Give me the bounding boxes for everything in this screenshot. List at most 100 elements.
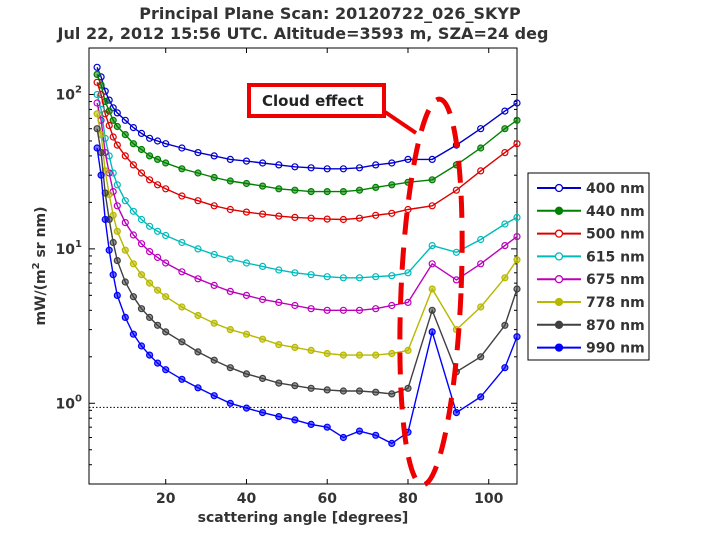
data-point [339, 306, 347, 314]
data-point [355, 164, 364, 172]
data-point [121, 131, 129, 139]
data-point [242, 208, 251, 216]
data-point [146, 279, 154, 287]
data-point [137, 271, 146, 279]
data-point [154, 181, 162, 189]
data-point [291, 163, 299, 171]
data-point [513, 140, 521, 148]
data-point [339, 351, 347, 359]
data-point [291, 416, 299, 424]
data-point [452, 409, 460, 417]
x-tick-label: 40 [237, 491, 257, 507]
data-point [154, 253, 162, 261]
legend-label: 400 nm [586, 181, 645, 197]
data-point [339, 433, 347, 442]
data-point [146, 152, 154, 160]
data-point [109, 238, 117, 247]
data-point [388, 181, 396, 189]
data-point [307, 384, 315, 392]
data-point [501, 107, 509, 115]
data-point [275, 185, 283, 193]
legend-item: 440 nm [537, 204, 645, 220]
data-point [146, 222, 154, 230]
cloud-effect-ellipse [397, 96, 465, 488]
data-point [404, 298, 412, 306]
data-point [226, 255, 234, 263]
data-point [513, 256, 521, 264]
data-point [113, 122, 121, 131]
data-point [388, 272, 396, 280]
data-point [137, 342, 146, 350]
data-point [291, 382, 299, 390]
data-point [97, 90, 105, 99]
data-point [194, 169, 202, 177]
data-point [501, 274, 509, 282]
cloud-effect-arrow [383, 110, 418, 135]
data-point [291, 269, 299, 277]
data-point [372, 431, 380, 439]
data-point [428, 202, 436, 210]
legend-swatch-marker [554, 183, 564, 193]
legend-box [527, 172, 650, 361]
x-tick-label: 20 [156, 491, 176, 507]
legend-swatch-marker [554, 229, 564, 238]
data-point [477, 303, 485, 311]
data-point [404, 269, 412, 277]
data-point [137, 215, 146, 224]
data-point [154, 359, 162, 367]
legend-item: 400 nm [537, 181, 645, 197]
data-point [226, 155, 234, 163]
data-point [178, 192, 186, 200]
data-point [307, 214, 315, 222]
data-point [129, 293, 137, 301]
data-point [242, 404, 251, 412]
data-point [121, 313, 129, 321]
data-point [307, 305, 315, 313]
legend-label: 440 nm [586, 204, 645, 220]
data-point [93, 125, 101, 133]
data-point [355, 306, 364, 314]
data-point [93, 78, 101, 86]
axis-ticks: 20 40 60 80 100 100 101 102 [56, 47, 517, 507]
x-tick-label: 80 [398, 491, 418, 507]
data-point [477, 353, 485, 361]
data-point [307, 420, 315, 428]
data-point [137, 240, 146, 248]
data-point [452, 186, 460, 194]
data-point [109, 211, 117, 219]
data-point [121, 116, 129, 124]
data-point [404, 346, 412, 354]
data-point [259, 262, 267, 270]
cloud-effect-box [247, 83, 386, 118]
data-point [275, 266, 283, 274]
data-point [194, 197, 202, 205]
data-point [194, 311, 202, 320]
data-point [194, 245, 202, 253]
data-point [129, 123, 137, 132]
data-point [129, 260, 137, 268]
data-point [137, 305, 146, 313]
data-point [275, 341, 283, 349]
y-tick-label: 102 [56, 84, 82, 103]
data-point [226, 287, 234, 295]
data-point [501, 242, 509, 250]
data-point [501, 149, 509, 157]
data-point [154, 321, 162, 329]
data-point [323, 306, 331, 314]
legend-swatch-marker [554, 343, 564, 352]
data-point [137, 169, 146, 177]
data-point [323, 273, 331, 281]
data-point [372, 161, 380, 169]
data-point [137, 145, 146, 154]
data-point [113, 202, 121, 210]
data-point [178, 375, 186, 383]
data-point [513, 233, 521, 241]
data-point [372, 183, 380, 191]
data-point [372, 388, 380, 396]
legend-label: 500 nm [586, 227, 645, 243]
x-tick-label: 100 [474, 491, 503, 507]
data-point [291, 343, 299, 351]
data-point [355, 214, 364, 222]
data-point [210, 356, 218, 364]
data-point [162, 185, 170, 193]
